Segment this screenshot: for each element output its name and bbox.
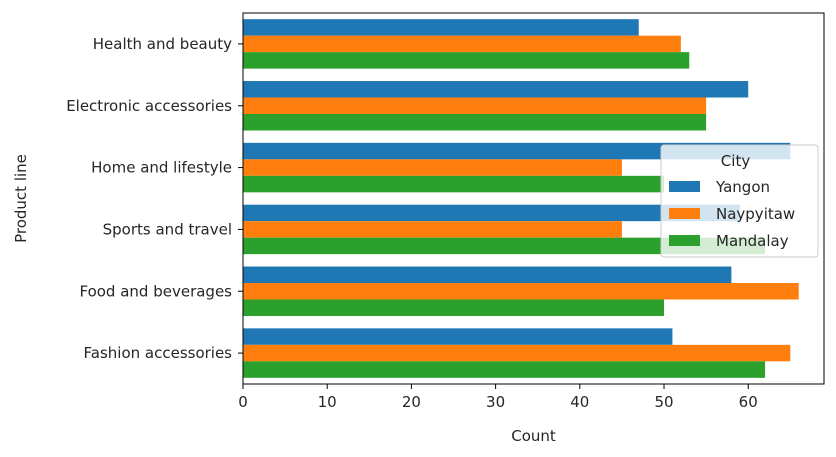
plot-frame: [242, 12, 825, 385]
x-tick-label: 30: [486, 393, 505, 411]
y-tick-label: Food and beverages: [79, 282, 232, 300]
legend-label-yangon: Yangon: [715, 178, 770, 196]
bar-yangon-home-and-lifestyle: [243, 142, 791, 160]
bar-naypyitaw-fashion-accessories: [243, 344, 791, 362]
bar-mandalay-fashion-accessories: [243, 361, 766, 378]
bar-naypyitaw-sports-and-travel: [243, 221, 622, 238]
legend-box: [660, 144, 819, 258]
bar-naypyitaw-electronic-accessories: [243, 97, 707, 114]
bars-group: [243, 19, 799, 378]
x-axis-label: Count: [511, 427, 556, 445]
legend-swatch-naypyitaw: [669, 208, 700, 219]
y-tick-label: Fashion accessories: [84, 344, 233, 362]
y-tick-label: Sports and travel: [103, 220, 232, 238]
y-tick-label: Home and lifestyle: [91, 159, 232, 177]
legend-label-mandalay: Mandalay: [716, 232, 789, 250]
bar-mandalay-home-and-lifestyle: [243, 175, 665, 193]
legend: City Yangon Naypyitaw Mandalay: [660, 144, 819, 258]
x-ticks-group: 0 10 20 30 40 50 60: [238, 384, 758, 411]
bar-mandalay-sports-and-travel: [243, 237, 766, 255]
x-tick-label: 20: [402, 393, 421, 411]
bar-naypyitaw-health-and-beauty: [243, 35, 681, 53]
bar-mandalay-food-and-beverages: [243, 299, 665, 316]
x-tick-label: 40: [570, 393, 589, 411]
bar-yangon-sports-and-travel: [243, 204, 740, 222]
y-ticks-group: Health and beauty Electronic accessories H…: [66, 35, 243, 362]
legend-swatch-yangon: [669, 181, 700, 192]
x-tick-label: 10: [318, 393, 337, 411]
bar-mandalay-health-and-beauty: [243, 52, 690, 69]
bar-yangon-food-and-beverages: [243, 266, 732, 284]
x-tick-label: 0: [238, 393, 248, 411]
bar-naypyitaw-home-and-lifestyle: [243, 159, 622, 176]
bar-yangon-health-and-beauty: [243, 19, 639, 36]
legend-label-naypyitaw: Naypyitaw: [716, 205, 795, 223]
y-tick-label: Health and beauty: [93, 35, 232, 53]
y-tick-label: Electronic accessories: [66, 97, 232, 115]
bar-yangon-fashion-accessories: [243, 328, 673, 345]
legend-swatch-mandalay: [669, 235, 700, 246]
legend-title: City: [721, 152, 751, 170]
bar-naypyitaw-food-and-beverages: [243, 283, 799, 300]
legend-items: Yangon Naypyitaw Mandalay: [669, 178, 795, 250]
bar-mandalay-electronic-accessories: [243, 113, 707, 131]
y-axis-label: Product line: [12, 154, 30, 243]
x-tick-label: 50: [654, 393, 673, 411]
x-tick-label: 60: [739, 393, 758, 411]
bar-yangon-electronic-accessories: [243, 81, 749, 98]
